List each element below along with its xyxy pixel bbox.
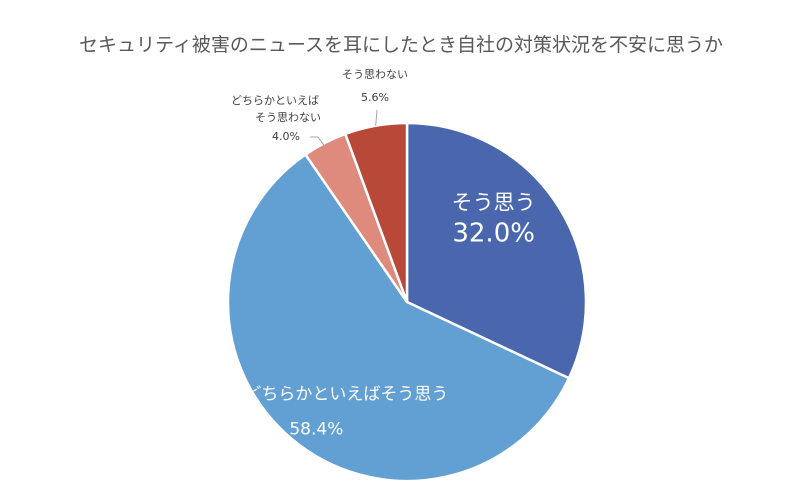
pie-slices [226, 121, 588, 483]
slice-3-leader-line [310, 136, 325, 146]
leader-lines [310, 109, 378, 146]
slice-4-value-label: 5.6% [361, 91, 389, 104]
slice-3-category-label-line-2: そう思わない [255, 111, 321, 124]
chart-title: セキュリティ被害のニュースを耳にしたとき自社の対策状況を不安に思うか [79, 34, 723, 56]
slice-4-wedge [343, 121, 409, 303]
slice-1-category-label: そう思う [452, 191, 536, 215]
slice-4-category-label: そう思わない [342, 68, 408, 81]
slice-2-wedge [226, 152, 571, 483]
slice-3-category-label-line-1: どちらかといえば [231, 94, 319, 107]
slice-4-leader-line [375, 109, 378, 126]
slice-1-value-label: 32.0% [452, 219, 535, 249]
slice-1-wedge [405, 121, 588, 380]
slice-labels: そう思う32.0%どちらかといえばそう思う58.4%どちらかといえばそう思わない… [231, 68, 536, 439]
slice-3-value-label: 4.0% [272, 130, 300, 143]
slice-2-category-label: どちらかといえばそう思う [244, 384, 448, 404]
slice-2-value-label: 58.4% [289, 419, 343, 439]
